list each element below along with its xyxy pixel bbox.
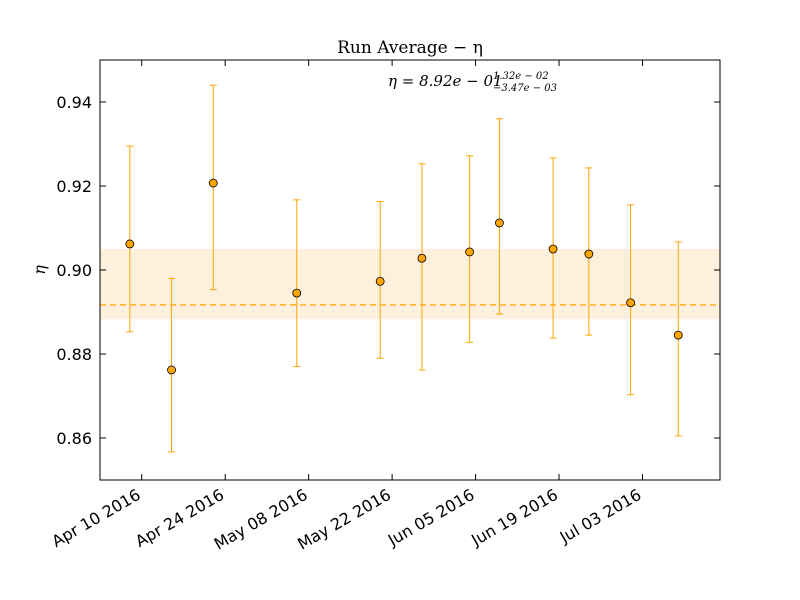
errorbar <box>418 163 426 371</box>
y-axis-label: η <box>30 265 49 275</box>
errorbar <box>126 145 134 333</box>
data-point <box>495 218 504 228</box>
annotation-lower: −3.47e − 03 <box>493 83 557 94</box>
x-tick-label: Jul 03 2016 <box>556 485 645 547</box>
y-tick-label: 0.92 <box>56 177 92 196</box>
annotation-upper: 1.32e − 02 <box>493 71 549 82</box>
errorbar <box>293 199 301 368</box>
y-tick-label: 0.90 <box>56 261 92 280</box>
data-point <box>375 276 385 286</box>
x-tick-label: Jun 19 2016 <box>467 485 561 550</box>
data-point <box>208 178 218 188</box>
y-tick-label: 0.88 <box>56 345 92 364</box>
annotation-prefix: η = 8.92e − 01 <box>388 72 503 90</box>
x-tick-label: Jun 05 2016 <box>384 485 478 550</box>
y-tick-label: 0.94 <box>56 93 92 112</box>
data-point <box>465 247 475 257</box>
data-point <box>292 288 302 298</box>
fit-annotation: η = 8.92e − 01 1.32e − 02 −3.47e − 03 <box>388 71 557 94</box>
x-tick-label: Apr 10 2016 <box>49 485 144 551</box>
errorbar-layer <box>126 84 682 453</box>
data-point <box>584 249 594 259</box>
y-tick-label: 0.86 <box>56 429 92 448</box>
data-point <box>125 239 135 249</box>
x-tick-label: May 08 2016 <box>211 485 311 554</box>
x-tick-label: May 22 2016 <box>294 485 394 554</box>
data-point <box>417 253 427 263</box>
errorbar <box>209 84 217 291</box>
confidence-band <box>100 249 720 320</box>
errorbar <box>168 277 176 453</box>
data-point <box>167 365 176 375</box>
data-point <box>548 244 558 254</box>
y-axis: 0.86 0.88 0.90 0.92 0.94 <box>56 93 720 448</box>
data-point <box>673 330 683 340</box>
svg-text:η = 8.92e − 01: η = 8.92e − 01 <box>388 72 503 90</box>
confidence-band-layer <box>100 249 720 320</box>
data-point <box>626 298 635 308</box>
data-point-layer <box>125 178 683 375</box>
errorbar <box>495 118 503 315</box>
chart-title: Run Average − η <box>337 38 483 58</box>
